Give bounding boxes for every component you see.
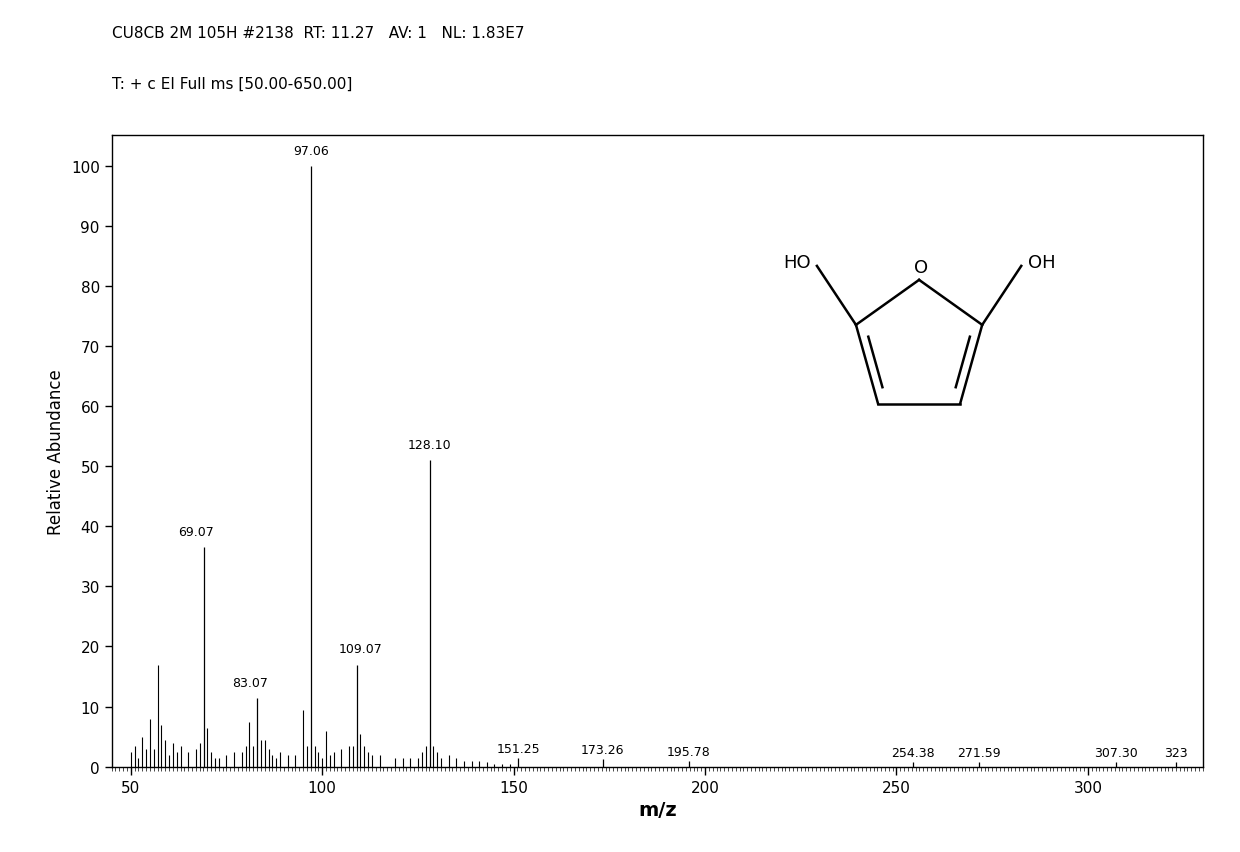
Text: CU8CB 2M 105H #2138  RT: 11.27   AV: 1   NL: 1.83E7: CU8CB 2M 105H #2138 RT: 11.27 AV: 1 NL: … <box>112 26 525 41</box>
Text: 254.38: 254.38 <box>892 746 935 759</box>
Text: 307.30: 307.30 <box>1094 746 1138 759</box>
Text: 128.10: 128.10 <box>408 439 451 452</box>
X-axis label: m/z: m/z <box>637 801 677 820</box>
Text: 83.07: 83.07 <box>232 676 268 688</box>
Text: 323: 323 <box>1164 746 1188 759</box>
Text: 151.25: 151.25 <box>496 742 541 755</box>
Text: 97.06: 97.06 <box>293 144 329 158</box>
Y-axis label: Relative Abundance: Relative Abundance <box>47 369 66 534</box>
Text: 271.59: 271.59 <box>957 746 1001 759</box>
Text: 195.78: 195.78 <box>667 745 711 757</box>
Text: T: + c EI Full ms [50.00-650.00]: T: + c EI Full ms [50.00-650.00] <box>112 77 352 92</box>
Text: 69.07: 69.07 <box>179 526 215 538</box>
Text: 109.07: 109.07 <box>339 642 383 656</box>
Text: 173.26: 173.26 <box>580 744 625 757</box>
